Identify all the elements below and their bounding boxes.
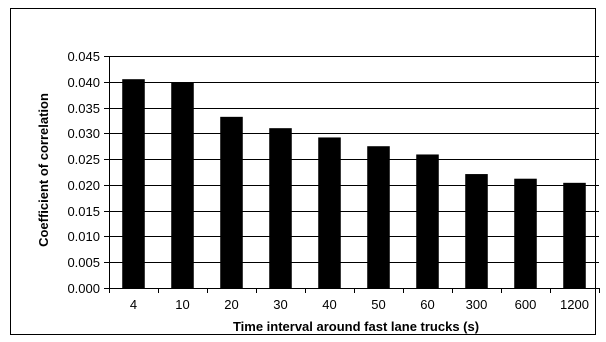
bar-300 [465,174,488,288]
y-tick-label: 0.025 [67,152,100,167]
bar-20 [220,116,243,288]
y-tick-label: 0.035 [67,101,100,116]
y-tick-label: 0.030 [67,126,100,141]
x-tick-label: 4 [130,297,137,312]
x-axis-title: Time interval around fast lane trucks (s… [233,319,479,334]
chart-frame [10,8,596,335]
x-tick-label: 40 [322,297,336,312]
axes [104,56,600,293]
x-tick-label: 20 [224,297,238,312]
x-tick-label: 1200 [560,297,589,312]
bar-600 [514,178,537,288]
y-tick-label: 0.005 [67,255,100,270]
y-tick-label: 0.010 [67,229,100,244]
x-tick-label: 10 [175,297,189,312]
y-tick-label: 0.045 [67,49,100,64]
tick-labels: 0.000 0.005 0.010 0.015 0.020 0.025 0.030 0.035… [67,49,589,312]
y-tick-label: 0.040 [67,75,100,90]
y-tick-label: 0.000 [67,281,100,296]
x-tick-label: 50 [371,297,385,312]
x-tick-label: 60 [420,297,434,312]
y-axis-title: Coefficient of correlation [36,93,51,247]
bar-60 [416,154,439,288]
x-tick-label: 300 [466,297,488,312]
bar-40 [318,137,341,288]
x-tick-label: 600 [515,297,537,312]
bar-1200 [563,182,586,288]
bar-10 [171,82,194,288]
bar-50 [367,146,390,288]
bar-30 [269,128,292,288]
x-tick-label: 30 [273,297,287,312]
y-tick-label: 0.020 [67,178,100,193]
bar-4 [122,79,145,288]
bars [122,79,586,288]
y-tick-label: 0.015 [67,204,100,219]
